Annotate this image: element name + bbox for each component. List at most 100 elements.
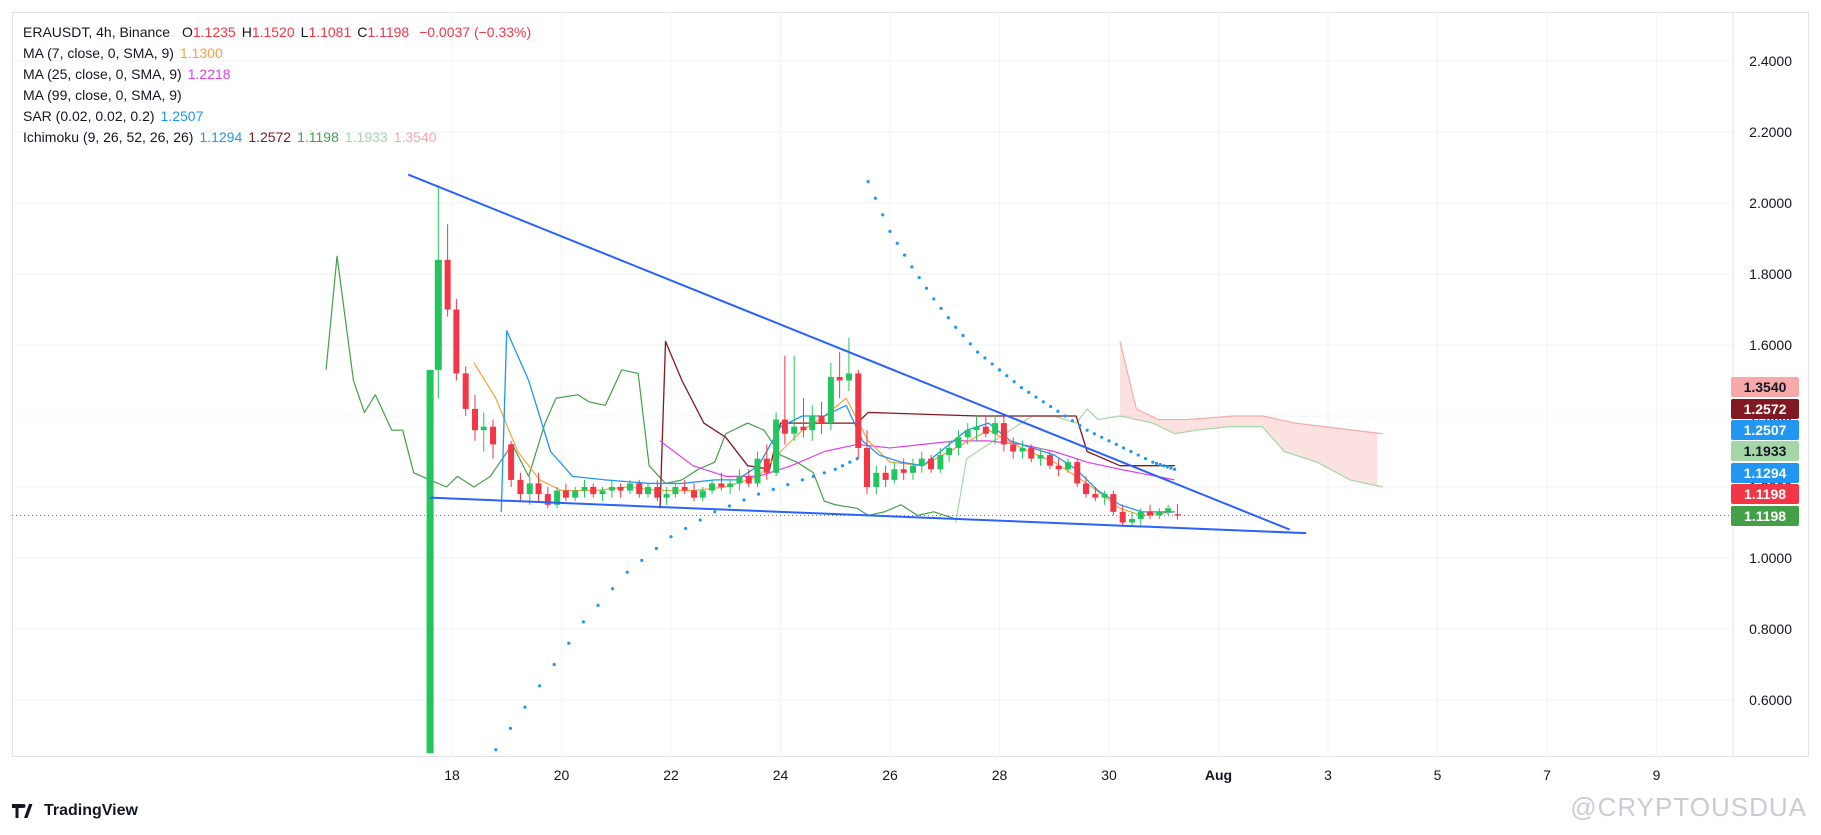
candle-body: [508, 444, 515, 480]
legend-symbol-row: ERAUSDT, 4h, Binance O1.1235 H1.1520 L1.10…: [23, 22, 531, 43]
indicator-row[interactable]: SAR (0.02, 0.02, 0.2) 1.2507: [23, 106, 531, 127]
ohlc-value: 1.1198: [367, 24, 410, 40]
indicator-list: MA (7, close, 0, SMA, 9) 1.1300 MA (25, cl…: [23, 43, 531, 148]
candle-body: [1083, 483, 1090, 495]
candle-body: [480, 426, 487, 431]
x-tick-label: 9: [1653, 767, 1661, 783]
sar-dot: [1078, 423, 1082, 428]
price-tag: 1.3540: [1731, 377, 1799, 397]
sar-dot: [523, 705, 527, 709]
sar-dot: [888, 229, 892, 233]
x-tick-label: 7: [1543, 767, 1551, 783]
sar-dot: [757, 492, 761, 496]
candle-body: [745, 476, 752, 484]
sar-dot: [939, 306, 943, 310]
candle-body: [773, 419, 780, 473]
y-tick-label: 0.8000: [1749, 621, 1792, 637]
indicator-value: 1.1300: [179, 45, 223, 61]
symbol-label[interactable]: ERAUSDT, 4h, Binance: [23, 24, 171, 40]
legend: ERAUSDT, 4h, Binance O1.1235 H1.1520 L1.10…: [23, 22, 531, 148]
indicator-row[interactable]: MA (7, close, 0, SMA, 9) 1.1300: [23, 43, 531, 64]
candle-body: [946, 447, 953, 456]
candle-body: [928, 458, 935, 470]
ohlc-value: 1.1235: [192, 24, 236, 40]
sar-dot: [640, 558, 644, 562]
candle-body: [1156, 511, 1163, 516]
ohlc-label: C: [357, 24, 368, 40]
sar-dot: [997, 368, 1002, 372]
candle-body: [1147, 511, 1154, 516]
ohlc-c: C1.1198: [357, 24, 409, 40]
ohlc-value: 1.1081: [308, 24, 352, 40]
chart-frame[interactable]: [12, 12, 1809, 757]
price-tag: 1.2572: [1731, 399, 1799, 419]
candle-body: [800, 426, 807, 431]
sar-dot: [508, 726, 512, 731]
candle-body: [736, 476, 743, 484]
candle-body: [1000, 423, 1007, 445]
x-tick-label: 3: [1324, 767, 1332, 783]
watermark-text: @CRYPTOUSDUA: [1570, 792, 1807, 822]
candle-body: [1074, 462, 1081, 484]
sar-dot: [1107, 439, 1111, 443]
indicator-row[interactable]: MA (25, close, 0, SMA, 9) 1.2218: [23, 64, 531, 85]
sar-dot: [968, 342, 972, 346]
ohlc-values: O1.1235 H1.1520 L1.1081 C1.1198: [174, 24, 409, 40]
price-change: −0.0037 (−0.33%): [419, 24, 532, 40]
x-tick-label: 28: [992, 767, 1008, 783]
sar-dot: [1173, 467, 1177, 471]
y-tick-label: 2.0000: [1749, 195, 1792, 211]
x-tick-label: 26: [882, 767, 898, 783]
candle-body: [718, 483, 725, 487]
ma-25-line: [659, 440, 1175, 481]
sar-dot: [786, 483, 790, 487]
sar-dot: [567, 641, 571, 645]
sar-dot: [1158, 462, 1162, 467]
candle-body: [763, 458, 770, 473]
ohlc-l: L1.1081: [301, 24, 352, 40]
x-tick-label: 24: [773, 767, 789, 783]
sar-dot: [840, 464, 845, 468]
candle-body: [964, 430, 971, 438]
candle-body: [973, 426, 980, 431]
candle-body: [992, 423, 999, 434]
sar-dot: [1041, 400, 1045, 404]
sar-dot: [654, 546, 659, 551]
sar-dot: [713, 510, 717, 514]
candle-body: [1128, 518, 1135, 523]
candle-body: [1165, 508, 1172, 512]
sar-dot: [917, 275, 921, 280]
ohlc-h: H1.1520: [242, 24, 295, 40]
candle-body: [727, 483, 734, 487]
candle-body: [891, 469, 898, 480]
sar-dot: [596, 603, 600, 607]
price-tag: 1.1198: [1731, 484, 1799, 504]
sar-dot: [625, 570, 629, 574]
candle-body: [754, 458, 761, 484]
sar-dot: [1085, 428, 1089, 432]
sar-dot: [866, 180, 870, 184]
sar-dot: [822, 471, 826, 475]
y-tick-label: 1.6000: [1749, 337, 1792, 353]
ichimoku-cloud: [1119, 341, 1378, 486]
tradingview-logo[interactable]: TradingView: [12, 802, 138, 820]
candle-body: [535, 483, 542, 495]
indicator-row[interactable]: MA (99, close, 0, SMA, 9): [23, 85, 531, 106]
candle-body: [590, 487, 597, 495]
indicator-value: 1.1198: [297, 129, 339, 145]
sar-dot: [1100, 435, 1104, 439]
sar-dot: [983, 356, 987, 360]
candle-body: [1101, 494, 1108, 498]
grid-layer: [12, 12, 1733, 757]
candle-body: [1174, 514, 1181, 516]
candle-body: [882, 472, 889, 480]
indicator-row[interactable]: Ichimoku (9, 26, 52, 26, 26) 1.1294 1.2572…: [23, 127, 531, 148]
sar-dot: [800, 478, 805, 482]
sar-dot: [903, 253, 907, 257]
sar-dot: [1092, 432, 1096, 436]
price-tag: 1.1198: [1731, 506, 1799, 526]
ichimoku-span-b: [1119, 341, 1383, 435]
sar-dot: [1143, 457, 1148, 461]
candle-body: [581, 487, 588, 491]
